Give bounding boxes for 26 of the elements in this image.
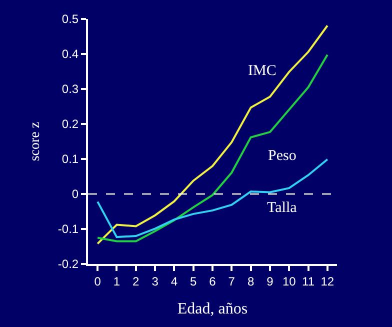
x-tick-label: 6 (209, 274, 216, 288)
y-tick-label: 0 (72, 187, 79, 202)
y-tick-label: 0.2 (62, 117, 79, 132)
y-tick-label: 0.4 (62, 47, 79, 62)
y-tick-label: 0.3 (62, 82, 79, 96)
y-tick-label: -0.1 (58, 222, 79, 236)
x-tick-label: 1 (113, 274, 120, 288)
x-tick-label: 9 (266, 274, 274, 288)
x-tick-label: 0 (94, 274, 102, 288)
y-tick-label: 0.1 (62, 152, 79, 166)
x-tick-label: 2 (132, 274, 140, 288)
x-tick-label: 5 (190, 274, 198, 288)
x-tick-label: 7 (228, 274, 236, 288)
y-axis-title: score z (28, 122, 44, 162)
y-tick-label: -0.2 (58, 257, 79, 272)
x-tick-label: 4 (170, 274, 178, 288)
x-tick-label: 3 (152, 274, 159, 288)
series-label: IMC (248, 63, 276, 79)
series-label: Talla (267, 200, 298, 216)
x-tick-label: 12 (320, 274, 334, 288)
x-tick-label: 10 (282, 274, 296, 288)
x-tick-label: 11 (302, 274, 315, 288)
y-tick-label: 0.5 (62, 12, 79, 26)
x-axis-title: Edad, años (177, 300, 248, 318)
series-label: Peso (268, 148, 296, 164)
x-tick-label: 8 (247, 274, 254, 288)
